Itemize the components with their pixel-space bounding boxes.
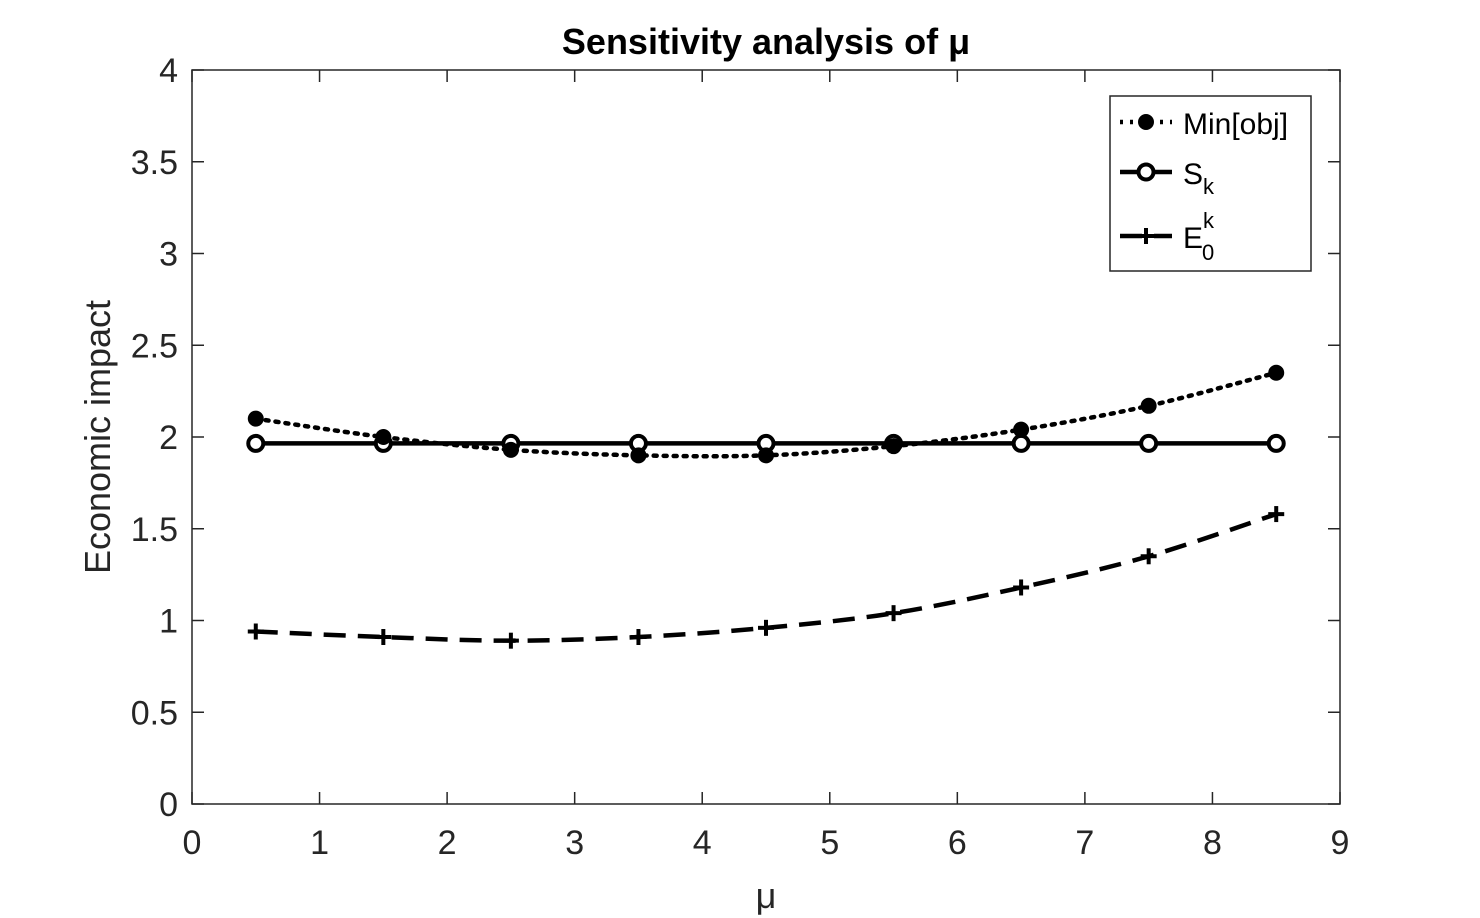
y-tick-label-2: 1: [159, 603, 178, 641]
series-layer: [246, 364, 1286, 649]
series-0-point-5: [885, 438, 902, 455]
series-0-point-6: [1013, 421, 1030, 438]
legend-marker-0: [1138, 114, 1154, 130]
x-tick-label-3: 3: [565, 824, 584, 862]
legend-marker-1: [1136, 162, 1156, 182]
series-1-point-0: [246, 433, 266, 453]
y-tick-label-1: 0.5: [131, 694, 178, 732]
series-0-point-4: [758, 447, 774, 464]
series-1-point-8: [1266, 433, 1286, 453]
series-2-point-2: [502, 632, 519, 649]
series-0: [247, 364, 1285, 464]
y-axis-title: Economic impact: [77, 300, 118, 574]
x-tick-label-9: 9: [1331, 824, 1350, 862]
series-0-point-0: [247, 410, 264, 427]
series-0-point-8: [1268, 364, 1285, 381]
series-2-point-5: [885, 605, 902, 622]
series-2-point-6: [1013, 579, 1030, 596]
legend-label-1: Sk: [1183, 158, 1215, 199]
x-tick-label-8: 8: [1203, 824, 1222, 862]
x-tick-label-5: 5: [820, 824, 839, 862]
legend-label-0: Min[obj]: [1183, 108, 1288, 141]
series-1-point-7: [1139, 433, 1159, 453]
x-tick-label-0: 0: [183, 824, 202, 862]
chart-title: Sensitivity analysis of μ: [562, 21, 970, 62]
series-2-point-3: [630, 629, 647, 646]
x-tick-label-6: 6: [948, 824, 967, 862]
series-1-point-6: [1011, 433, 1031, 453]
x-tick-label-1: 1: [310, 824, 329, 862]
y-tick-label-4: 2: [159, 419, 178, 457]
series-2-point-0: [247, 623, 264, 640]
series-0-point-2: [502, 441, 519, 458]
series-2-point-1: [375, 629, 392, 646]
x-axis-title: μ: [756, 875, 777, 916]
series-0-point-3: [630, 447, 647, 464]
axis-ticks: 0 1 2 3 4 5 6 7 8 9 0 0.5 1 1.5 2 2.5 3 3.5 4: [131, 52, 1350, 862]
y-tick-label-3: 1.5: [131, 511, 178, 549]
series-0-point-7: [1140, 397, 1157, 414]
legend-marker-2: [1138, 228, 1154, 244]
x-tick-label-2: 2: [438, 824, 457, 862]
x-tick-label-4: 4: [693, 824, 712, 862]
y-tick-label-5: 2.5: [131, 327, 178, 365]
y-tick-label-8: 4: [159, 52, 178, 90]
series-2-point-4: [758, 619, 774, 636]
legend-label-2: Ek 0: [1183, 208, 1215, 265]
y-tick-label-6: 3: [159, 236, 178, 274]
series-2-point-8: [1268, 506, 1285, 523]
series-2: [247, 506, 1285, 649]
legend: Min[obj] Sk Ek 0: [1109, 95, 1312, 272]
y-tick-label-0: 0: [159, 786, 178, 824]
series-0-point-1: [375, 429, 392, 445]
y-tick-label-7: 3.5: [131, 144, 178, 182]
x-tick-label-7: 7: [1075, 824, 1094, 862]
series-2-point-7: [1140, 548, 1157, 565]
